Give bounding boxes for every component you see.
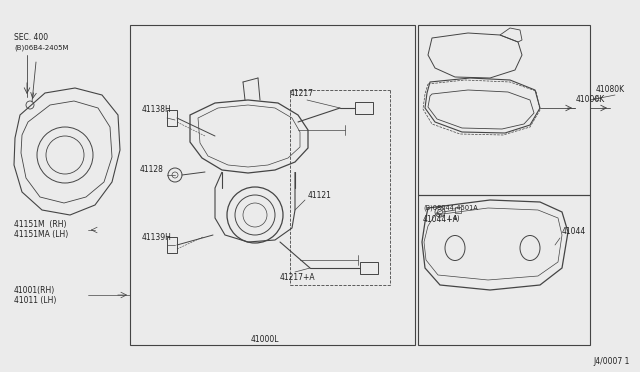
Text: (B)08044-4501A: (B)08044-4501A — [423, 205, 477, 211]
Text: 41044: 41044 — [562, 228, 586, 237]
Text: 41000K: 41000K — [576, 96, 605, 105]
Text: 41217+A: 41217+A — [280, 273, 316, 282]
Bar — [455, 207, 461, 213]
Bar — [167, 237, 177, 253]
Text: 41139H: 41139H — [142, 232, 172, 241]
Text: 41121: 41121 — [308, 190, 332, 199]
Text: ( 4): ( 4) — [448, 215, 460, 221]
Text: 41044+A: 41044+A — [423, 215, 459, 224]
Text: 41001(RH): 41001(RH) — [14, 285, 55, 295]
Text: 41000L: 41000L — [251, 336, 279, 344]
Text: 41151MA (LH): 41151MA (LH) — [14, 231, 68, 240]
Text: 41011 (LH): 41011 (LH) — [14, 295, 56, 305]
Text: 41128: 41128 — [140, 166, 164, 174]
Bar — [418, 25, 590, 195]
Text: 41217: 41217 — [290, 89, 314, 97]
Text: 41138H: 41138H — [142, 106, 172, 115]
Bar — [418, 195, 590, 345]
Text: (B)06B4-2405M: (B)06B4-2405M — [14, 45, 68, 51]
Bar — [167, 110, 177, 126]
Bar — [355, 102, 373, 114]
Text: 41151M  (RH): 41151M (RH) — [14, 221, 67, 230]
Text: 41080K: 41080K — [596, 86, 625, 94]
Bar — [130, 25, 415, 345]
Bar — [360, 262, 378, 274]
Text: SEC. 400: SEC. 400 — [14, 33, 48, 42]
Text: J4/0007 1: J4/0007 1 — [594, 357, 630, 366]
